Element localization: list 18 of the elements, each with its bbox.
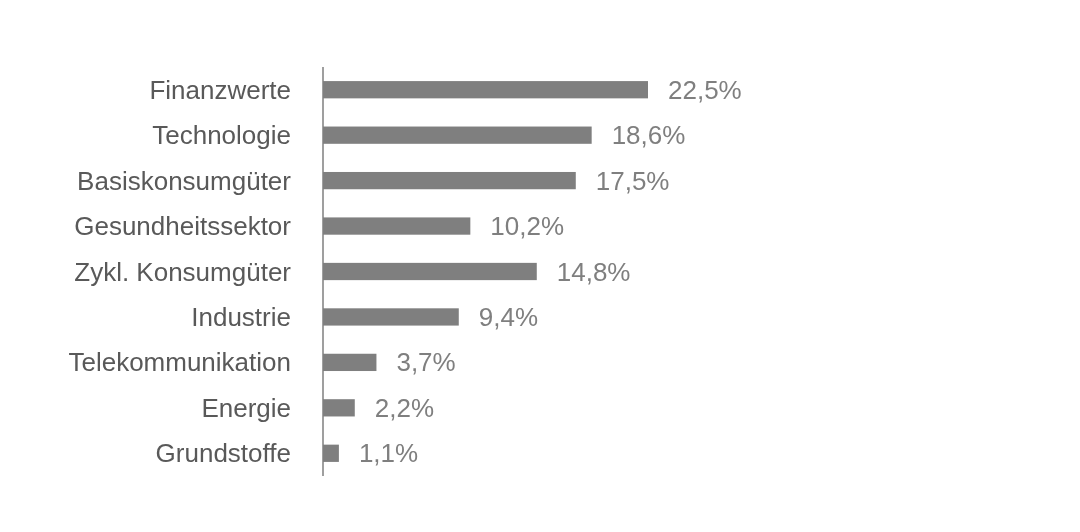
data-label: 18,6% (611, 120, 686, 151)
data-label: 14,8% (556, 256, 631, 287)
y-tick-label: Energie (201, 392, 291, 423)
y-tick-label: Zykl. Konsumgüter (74, 256, 292, 287)
y-tick-label: Telekommunikation (68, 347, 291, 378)
data-label: 22,5% (668, 74, 742, 105)
y-tick-label: Grundstoffe (155, 438, 291, 469)
data-label: 10,2% (490, 211, 565, 242)
data-label: 17,5% (595, 165, 670, 196)
y-tick-label: Basiskonsumgüter (77, 165, 292, 196)
data-label: 3,7% (396, 347, 456, 378)
y-tick-label: Gesundheitssektor (74, 211, 292, 242)
data-label: 1,1% (358, 438, 419, 469)
y-tick-label: Finanzwerte (149, 74, 291, 105)
y-tick-label: Industrie (191, 302, 291, 333)
y-tick-label: Technologie (152, 120, 291, 151)
data-label: 9,4% (478, 302, 539, 333)
data-label: 2,2% (374, 392, 435, 423)
